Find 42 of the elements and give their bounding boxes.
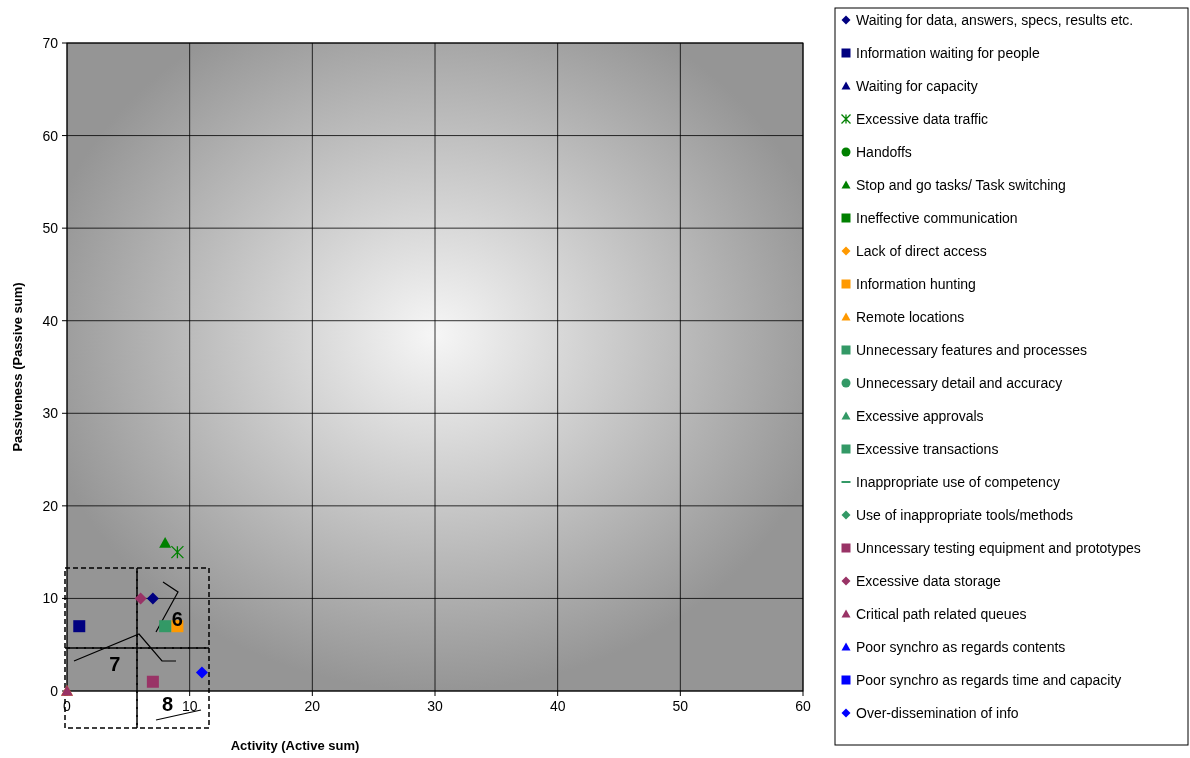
x-tick-label: 0 xyxy=(63,698,72,714)
legend-label: Use of inappropriate tools/methods xyxy=(856,507,1074,523)
legend-label: Critical path related queues xyxy=(856,606,1027,622)
legend-label: Unnecessary features and processes xyxy=(856,342,1088,358)
legend-label: Excessive transactions xyxy=(856,441,999,457)
y-tick-label: 10 xyxy=(42,590,59,607)
legend-label: Stop and go tasks/ Task switching xyxy=(856,177,1066,193)
legend-label: Information hunting xyxy=(856,276,976,292)
x-tick-label: 60 xyxy=(795,698,811,714)
legend-label: Unnecessary detail and accuracy xyxy=(856,375,1063,391)
x-axis-title: Activity (Active sum) xyxy=(230,738,360,753)
y-tick-label: 20 xyxy=(42,497,59,514)
legend-label: Waiting for capacity xyxy=(856,78,978,94)
x-tick-label: 40 xyxy=(549,698,566,714)
annotation: 6 xyxy=(171,608,183,631)
legend-label: Excessive data traffic xyxy=(856,111,989,127)
legend-label: Excessive approvals xyxy=(856,408,984,424)
legend-label: Remote locations xyxy=(856,309,965,325)
text: 8 xyxy=(162,693,174,715)
y-axis-title: Passiveness (Passive sum) xyxy=(10,282,25,452)
legend-label: Information waiting for people xyxy=(856,45,1040,61)
legend-label: Ineffective communication xyxy=(856,210,1018,226)
y-tick-label: 30 xyxy=(42,405,59,422)
legend-label: Poor synchro as regards time and capacity xyxy=(856,672,1122,688)
y-tick-label: 0 xyxy=(50,683,59,699)
legend-label: Inappropriate use of competency xyxy=(856,474,1060,490)
x-tick-label: 10 xyxy=(181,698,198,714)
legend-label: Lack of direct access xyxy=(856,243,987,259)
legend-label: Poor synchro as regards contents xyxy=(856,639,1066,655)
y-tick-label: 40 xyxy=(42,312,59,329)
y-tick-label: 50 xyxy=(42,220,59,237)
annotation: 7 xyxy=(109,652,121,675)
legend-label: Handoffs xyxy=(856,144,912,160)
legend-label: Over-dissemination of info xyxy=(856,705,1019,721)
y-tick-label: 60 xyxy=(42,127,59,144)
x-tick-label: 50 xyxy=(672,698,689,714)
y-tick-label: 70 xyxy=(42,35,59,51)
x-tick-label: 20 xyxy=(304,698,321,714)
legend-label: Excessive data storage xyxy=(856,573,1001,589)
legend-label: Waiting for data, answers, specs, results etc. xyxy=(856,12,1134,28)
x-tick-label: 30 xyxy=(427,698,443,714)
legend-label: Unncessary testing equipment and prototypes xyxy=(856,540,1141,556)
